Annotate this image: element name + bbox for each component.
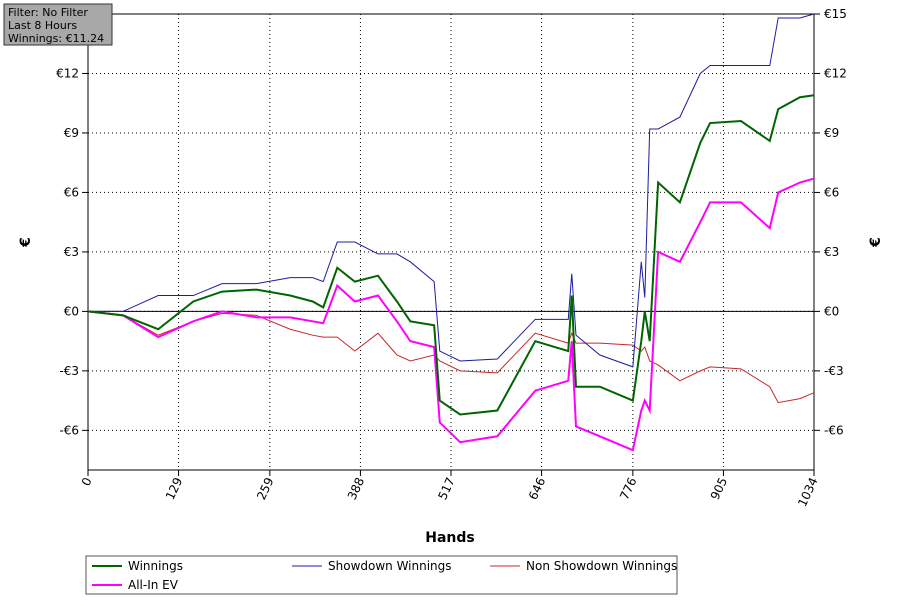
y-tick-label: €3 bbox=[64, 245, 79, 259]
series-line bbox=[88, 13, 815, 368]
y2-tick-label: €15 bbox=[824, 7, 847, 21]
y2-tick-label: €9 bbox=[824, 126, 839, 140]
legend-box bbox=[85, 555, 678, 595]
y-tick-label: -€6 bbox=[59, 423, 79, 437]
x-tick-label: 776 bbox=[617, 475, 639, 502]
x-axis-title: Hands bbox=[425, 530, 475, 546]
legend-label: Non Showdown Winnings bbox=[526, 559, 677, 573]
x-tick-label: 1034 bbox=[795, 475, 821, 509]
y-tick-label: €6 bbox=[64, 185, 79, 199]
y-tick-label: €0 bbox=[64, 304, 79, 318]
y-axis-title: € bbox=[18, 237, 34, 248]
y-tick-label: €9 bbox=[64, 126, 79, 140]
x-tick-label: 0 bbox=[79, 475, 95, 488]
x-tick-label: 905 bbox=[708, 475, 730, 502]
filter-box bbox=[3, 3, 113, 46]
series-line bbox=[87, 94, 815, 416]
filter-text: Last 8 Hours bbox=[8, 19, 77, 32]
y2-tick-label: -€3 bbox=[824, 364, 844, 378]
legend-label: All-In EV bbox=[128, 578, 179, 592]
y2-tick-label: €0 bbox=[824, 304, 839, 318]
legend-label: Showdown Winnings bbox=[328, 559, 452, 573]
y-tick-label: -€3 bbox=[59, 364, 79, 378]
y2-tick-label: €3 bbox=[824, 245, 839, 259]
filter-text: Winnings: €11.24 bbox=[8, 32, 104, 45]
y2-tick-label: €6 bbox=[824, 185, 839, 199]
y2-tick-label: -€6 bbox=[824, 423, 844, 437]
x-tick-label: 517 bbox=[435, 475, 457, 502]
x-tick-label: 129 bbox=[163, 475, 185, 502]
series-line bbox=[87, 310, 815, 404]
y2-axis-title: € bbox=[868, 237, 884, 248]
x-tick-label: 388 bbox=[345, 475, 367, 502]
x-tick-label: 259 bbox=[254, 475, 276, 502]
legend-label: Winnings bbox=[128, 559, 183, 573]
y-tick-label: €12 bbox=[56, 66, 79, 80]
plot-frame bbox=[87, 13, 815, 471]
x-tick-label: 646 bbox=[526, 475, 548, 502]
series-line bbox=[87, 177, 815, 452]
filter-text: Filter: No Filter bbox=[8, 6, 88, 19]
y2-tick-label: €12 bbox=[824, 66, 847, 80]
